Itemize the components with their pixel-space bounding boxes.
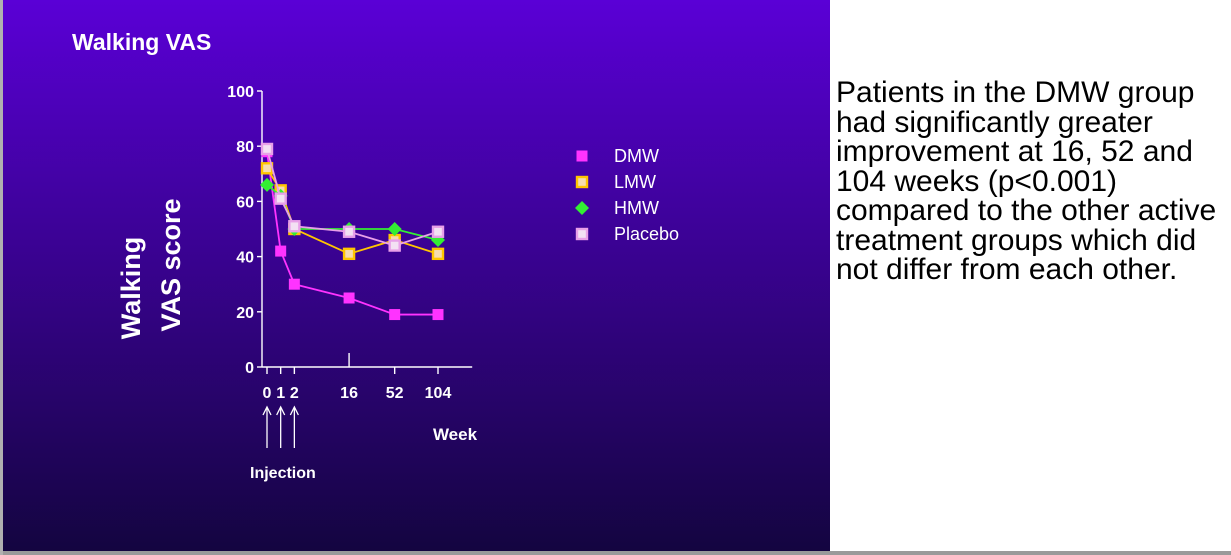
point-dmw-week-52 (389, 309, 401, 321)
x-tick-label-16: 16 (340, 385, 358, 402)
series-placebo (260, 142, 445, 252)
x-tick-label-52: 52 (386, 385, 404, 402)
point-lmw-week-104 (431, 247, 445, 261)
point-placebo-week-0 (260, 142, 274, 156)
point-dmw-week-16 (343, 292, 355, 304)
x-tick-label-2: 2 (290, 385, 299, 402)
legend-label-lmw: LMW (614, 172, 656, 192)
y-tick-label-20: 20 (236, 305, 254, 322)
legend-marker-dmw (576, 150, 588, 162)
x-axis-label: Week (433, 425, 478, 444)
x-tick-label-0: 0 (263, 385, 272, 402)
point-placebo-week-16 (342, 225, 356, 238)
legend-label-placebo: Placebo (614, 224, 679, 244)
legend-item-placebo: Placebo (575, 224, 679, 244)
legend-marker-hmw (575, 201, 589, 215)
frame-bottom-edge (0, 551, 1231, 555)
injection-arrowhead-week-1 (276, 405, 286, 416)
series-line-dmw (266, 151, 438, 316)
y-tick-label-40: 40 (236, 250, 254, 267)
x-tick-label-1: 1 (276, 385, 285, 402)
injection-arrowhead-week-2 (289, 405, 299, 416)
y-tick-label-100: 100 (227, 84, 254, 101)
slide-background (0, 0, 830, 555)
series-layer (260, 142, 445, 321)
point-dmw-week-1 (275, 245, 287, 257)
point-placebo-week-1 (274, 192, 287, 205)
injection-arrowhead-week-0 (262, 405, 272, 416)
y-axis-label-line-2: VAS score (156, 198, 186, 331)
y-axis-label-line-1: Walking (116, 237, 146, 340)
series-line-placebo (266, 148, 439, 247)
legend-item-hmw: HMW (575, 198, 659, 218)
point-placebo-week-52 (388, 239, 401, 252)
legend-item-dmw: DMW (576, 146, 659, 166)
point-placebo-week-104 (431, 225, 445, 238)
legend: DMW LMW HMW Placebo (575, 146, 679, 244)
legend-item-lmw: LMW (575, 172, 656, 192)
point-hmw-week-0 (260, 177, 274, 192)
point-dmw-week-104 (432, 309, 444, 321)
injection-arrows (262, 405, 299, 448)
chart-title: Walking VAS (72, 29, 211, 55)
legend-marker-lmw (575, 175, 589, 189)
walking-vas-chart: Walking VAS Walking VAS score 0204060801… (0, 0, 830, 555)
frame-left-edge (0, 0, 3, 555)
legend-label-hmw: HMW (614, 198, 659, 218)
point-lmw-week-16 (342, 247, 356, 261)
y-tick-label-60: 60 (236, 194, 254, 211)
point-dmw-week-2 (288, 278, 300, 290)
legend-label-dmw: DMW (614, 146, 659, 166)
y-tick-label-80: 80 (236, 139, 254, 156)
point-hmw-week-52 (387, 222, 402, 236)
injection-annotation: Injection (250, 465, 316, 482)
x-tick-label-104: 104 (425, 385, 452, 402)
y-tick-label-0: 0 (245, 360, 254, 377)
legend-marker-placebo (575, 227, 589, 241)
caption-text: Patients in the DMW group had significan… (836, 76, 1217, 286)
point-placebo-week-2 (288, 220, 301, 233)
slide-panel: Walking VAS Walking VAS score 0 20 40 60 80 1… (0, 0, 830, 555)
